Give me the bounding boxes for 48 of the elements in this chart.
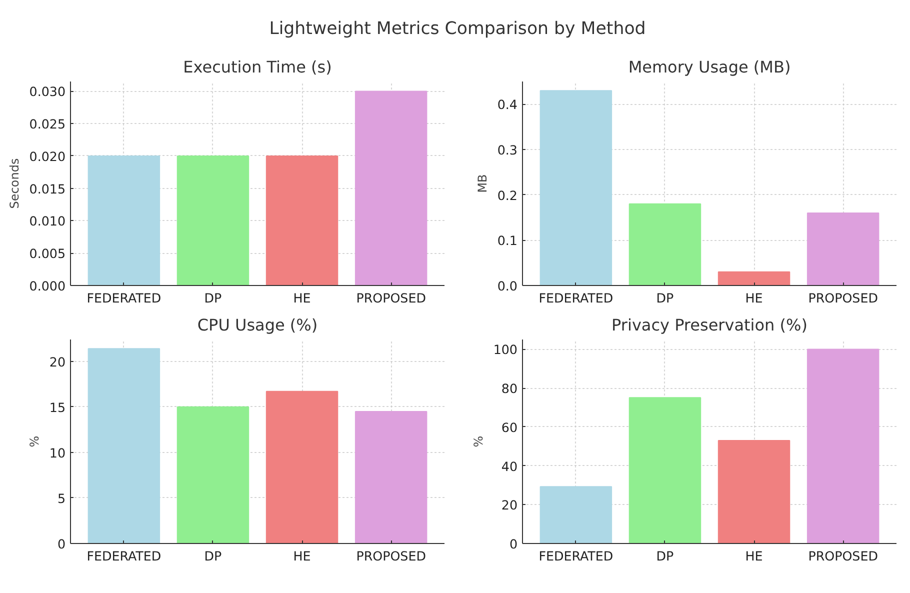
y-tick-label: 0.3 <box>497 142 518 158</box>
x-tick-label: HE <box>745 290 763 306</box>
x-tick-label: HE <box>293 290 311 306</box>
y-tick-label: 60 <box>501 420 518 435</box>
y-tick-label: 0.025 <box>29 116 66 132</box>
y-tick-label: 0.000 <box>29 278 66 294</box>
x-tick-label: PROPOSED <box>808 548 878 564</box>
y-tick-label: 100 <box>493 342 518 358</box>
y-tick-label: 0 <box>509 536 518 552</box>
chart-title: CPU Usage (%) <box>197 316 318 334</box>
chart-title: Execution Time (s) <box>183 58 332 76</box>
y-tick-label: 20 <box>501 498 518 513</box>
x-tick-label: DP <box>204 290 222 306</box>
x-tick-label: PROPOSED <box>356 548 426 564</box>
y-tick-label: 80 <box>501 381 518 396</box>
x-tick-label: HE <box>745 548 763 564</box>
y-tick-label: 15 <box>49 400 66 415</box>
y-tick-label: 0.0 <box>497 278 518 294</box>
y-tick-label: 10 <box>49 445 66 460</box>
y-tick-label: 0.015 <box>29 181 66 196</box>
y-tick-label: 0 <box>57 536 66 552</box>
x-tick-label: HE <box>293 548 311 564</box>
x-tick-label: DP <box>204 548 222 564</box>
x-tick-label: DP <box>656 290 674 306</box>
x-tick-label: FEDERATED <box>538 548 614 564</box>
y-tick-label: 0.005 <box>29 246 66 262</box>
y-axis-title: % <box>27 436 42 448</box>
chart-title: Memory Usage (MB) <box>628 58 791 76</box>
y-tick-label: 5 <box>57 490 66 506</box>
y-tick-label: 0.4 <box>497 97 518 112</box>
y-axis-title: MB <box>475 174 490 193</box>
chart-title: Privacy Preservation (%) <box>612 316 808 334</box>
x-tick-label: FEDERATED <box>86 290 162 306</box>
x-tick-label: PROPOSED <box>356 290 426 306</box>
y-axis-title: Seconds <box>7 158 22 209</box>
x-tick-label: DP <box>656 548 674 564</box>
x-tick-label: FEDERATED <box>86 548 162 564</box>
y-tick-label: 0.020 <box>29 148 66 164</box>
y-tick-label: 40 <box>501 458 518 474</box>
y-axis-title: % <box>471 436 486 448</box>
x-tick-label: FEDERATED <box>538 290 614 306</box>
y-tick-label: 20 <box>49 354 66 370</box>
y-tick-label: 0.030 <box>29 84 66 100</box>
y-tick-label: 0.1 <box>497 233 518 248</box>
y-tick-label: 0.2 <box>497 188 518 203</box>
x-tick-label: PROPOSED <box>808 290 878 306</box>
y-tick-label: 0.010 <box>29 214 66 229</box>
text: Lightweight Metrics Comparison by Method <box>269 18 646 41</box>
